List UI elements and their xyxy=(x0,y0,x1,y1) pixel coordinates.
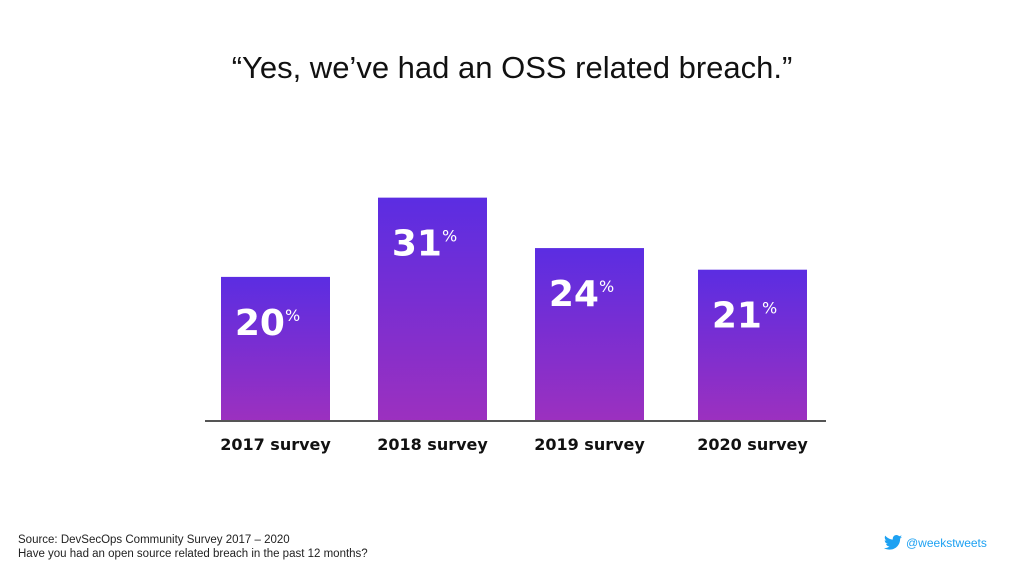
survey-question: Have you had an open source related brea… xyxy=(18,548,368,560)
bar-value-label: 21% xyxy=(712,296,777,337)
twitter-bird-icon xyxy=(884,535,902,550)
twitter-handle[interactable]: @weekstweets xyxy=(884,535,987,550)
twitter-handle-text: @weekstweets xyxy=(906,535,987,550)
x-tick-label: 2020 survey xyxy=(697,435,808,454)
bar-2019-survey xyxy=(535,248,644,421)
x-tick-label: 2018 survey xyxy=(377,435,488,454)
bar-value-label: 31% xyxy=(392,224,457,265)
bar-2017-survey xyxy=(221,276,330,421)
bar-value-label: 24% xyxy=(549,274,614,315)
source-text: Source: DevSecOps Community Survey 2017 … xyxy=(18,534,290,546)
x-tick-label: 2017 survey xyxy=(220,435,331,454)
bar-2018-survey xyxy=(378,197,487,421)
chart-title: “Yes, we’ve had an OSS related breach.” xyxy=(231,50,793,85)
bar-value-label: 20% xyxy=(235,303,300,344)
bar-2020-survey xyxy=(698,269,807,421)
source-note: Source: DevSecOps Community Survey 2017 … xyxy=(18,533,368,561)
x-tick-label: 2019 survey xyxy=(534,435,645,454)
